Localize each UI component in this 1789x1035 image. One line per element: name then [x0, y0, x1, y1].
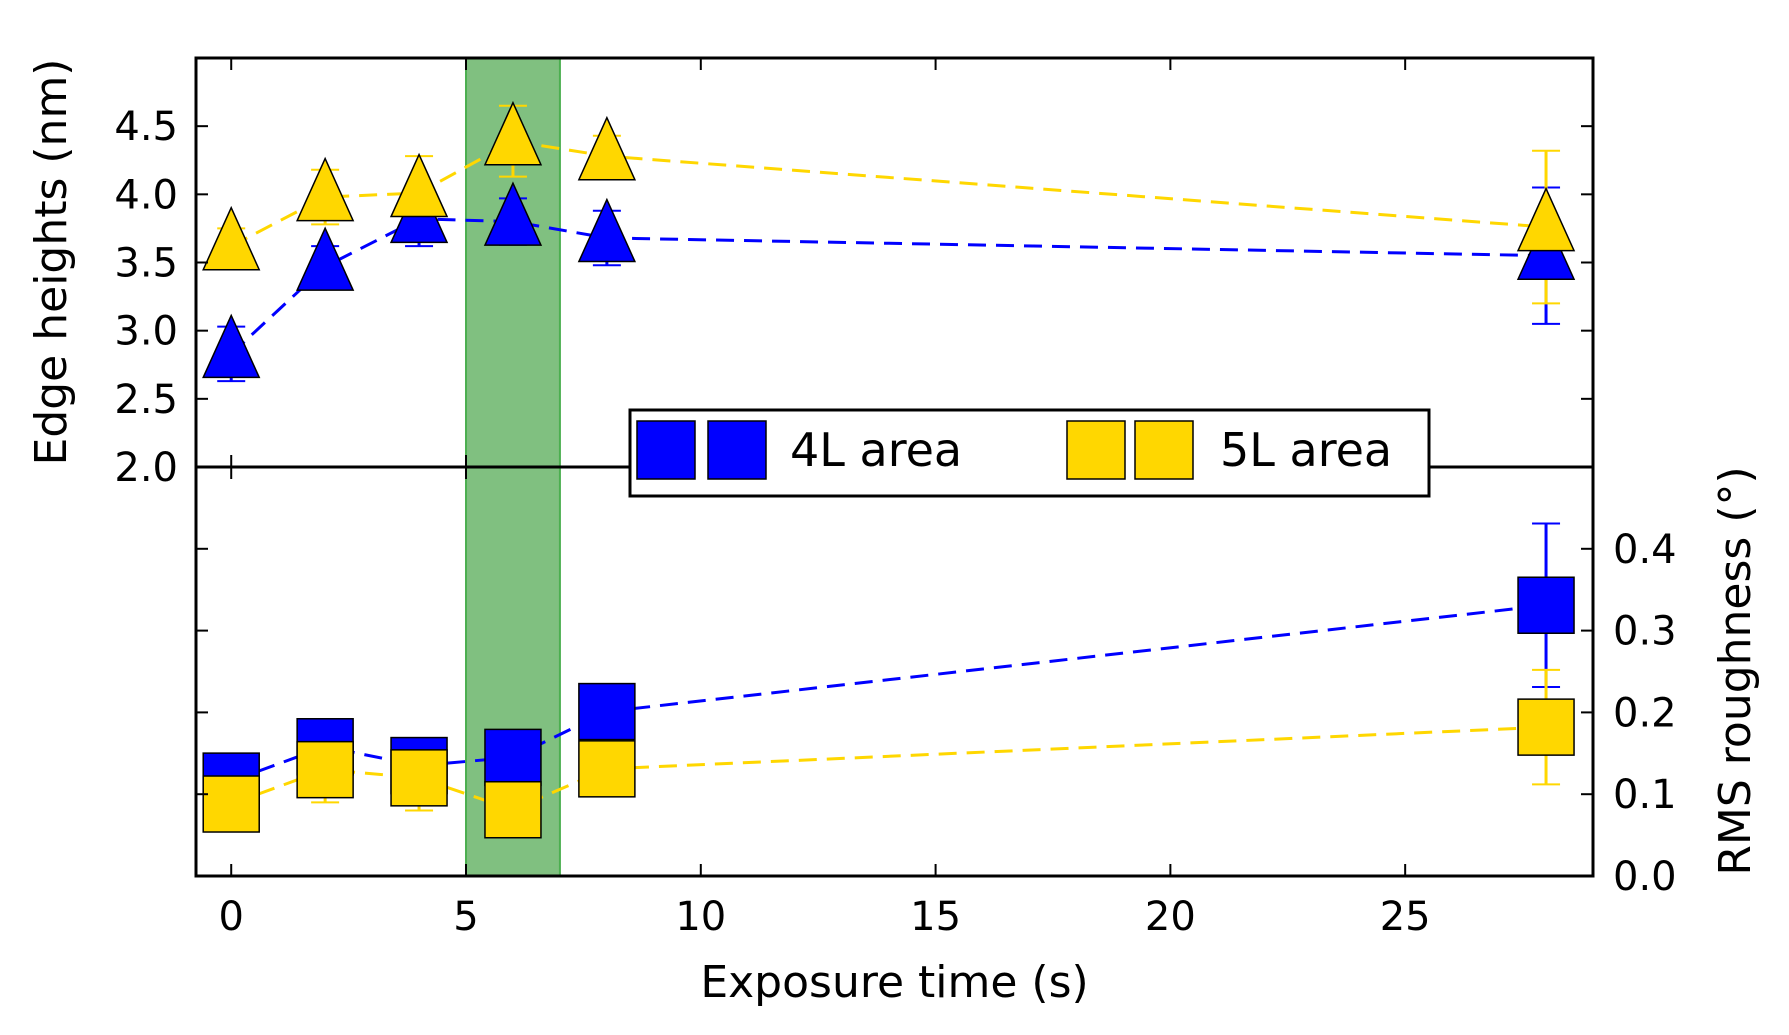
- legend: 4L area 5L area: [628, 408, 1431, 498]
- legend-item-4l: 4L area: [636, 420, 962, 480]
- top-point-5l-area: [577, 115, 637, 181]
- legend-swatch-5l-b: [1134, 420, 1194, 480]
- top-point-5l-area: [389, 152, 449, 218]
- y-tick-label-right: 0.1: [1613, 772, 1677, 818]
- bottom-point-5l-area: [296, 740, 354, 799]
- x-tick-label: 10: [675, 894, 726, 940]
- top-point-4l-area: [577, 197, 637, 263]
- legend-item-5l: 5L area: [1066, 420, 1392, 480]
- y-tick-label-right: 0.2: [1613, 690, 1677, 736]
- bottom-point-4l-area: [578, 682, 636, 741]
- x-tick-label: 20: [1145, 894, 1196, 940]
- bottom-point-5l-area: [390, 749, 448, 807]
- top-point-4l-area: [295, 226, 355, 291]
- y-tick-label-left: 3.0: [114, 309, 178, 355]
- bottom-point-5l-area: [1517, 698, 1575, 756]
- x-axis-label: Exposure time (s): [700, 957, 1088, 1008]
- x-tick-label: 0: [218, 894, 243, 940]
- y-axis-label-left: Edge heights (nm): [26, 59, 77, 466]
- top-point-5l-area: [1516, 186, 1576, 252]
- legend-swatch-4l-b: [707, 420, 767, 480]
- top-point-5l-area: [202, 205, 261, 271]
- x-tick-label: 15: [910, 894, 961, 940]
- top-point-4l-area: [202, 313, 261, 379]
- legend-label-4l: 4L area: [790, 423, 962, 477]
- x-tick-label: 5: [453, 894, 478, 940]
- bottom-point-5l-area: [578, 740, 636, 798]
- top-series-line-4l-area: [230, 217, 1547, 355]
- y-tick-label-left: 3.5: [114, 241, 178, 287]
- y-tick-label-left: 2.5: [114, 377, 178, 423]
- top-point-5l-area: [295, 156, 355, 222]
- y-tick-label-right: 0.0: [1613, 854, 1677, 900]
- y-tick-label-right: 0.3: [1613, 609, 1677, 655]
- top-point-5l-area: [483, 100, 543, 166]
- legend-swatch-4l-a: [636, 420, 696, 480]
- y-tick-label-left: 2.0: [114, 445, 178, 491]
- bottom-point-4l-area: [1517, 576, 1575, 634]
- y-tick-label-right: 0.4: [1613, 527, 1677, 573]
- x-tick-label: 25: [1380, 894, 1431, 940]
- top-point-4l-area: [483, 181, 543, 246]
- y-tick-label-left: 4.0: [114, 172, 178, 218]
- bottom-point-4l-area: [484, 728, 542, 787]
- legend-label-5l: 5L area: [1220, 423, 1392, 477]
- bottom-point-5l-area: [202, 775, 260, 833]
- bottom-point-5l-area: [484, 780, 542, 839]
- y-tick-label-left: 4.5: [114, 104, 178, 150]
- legend-swatch-5l-a: [1066, 420, 1126, 480]
- y-axis-label-right: RMS roughness (°): [1710, 466, 1761, 875]
